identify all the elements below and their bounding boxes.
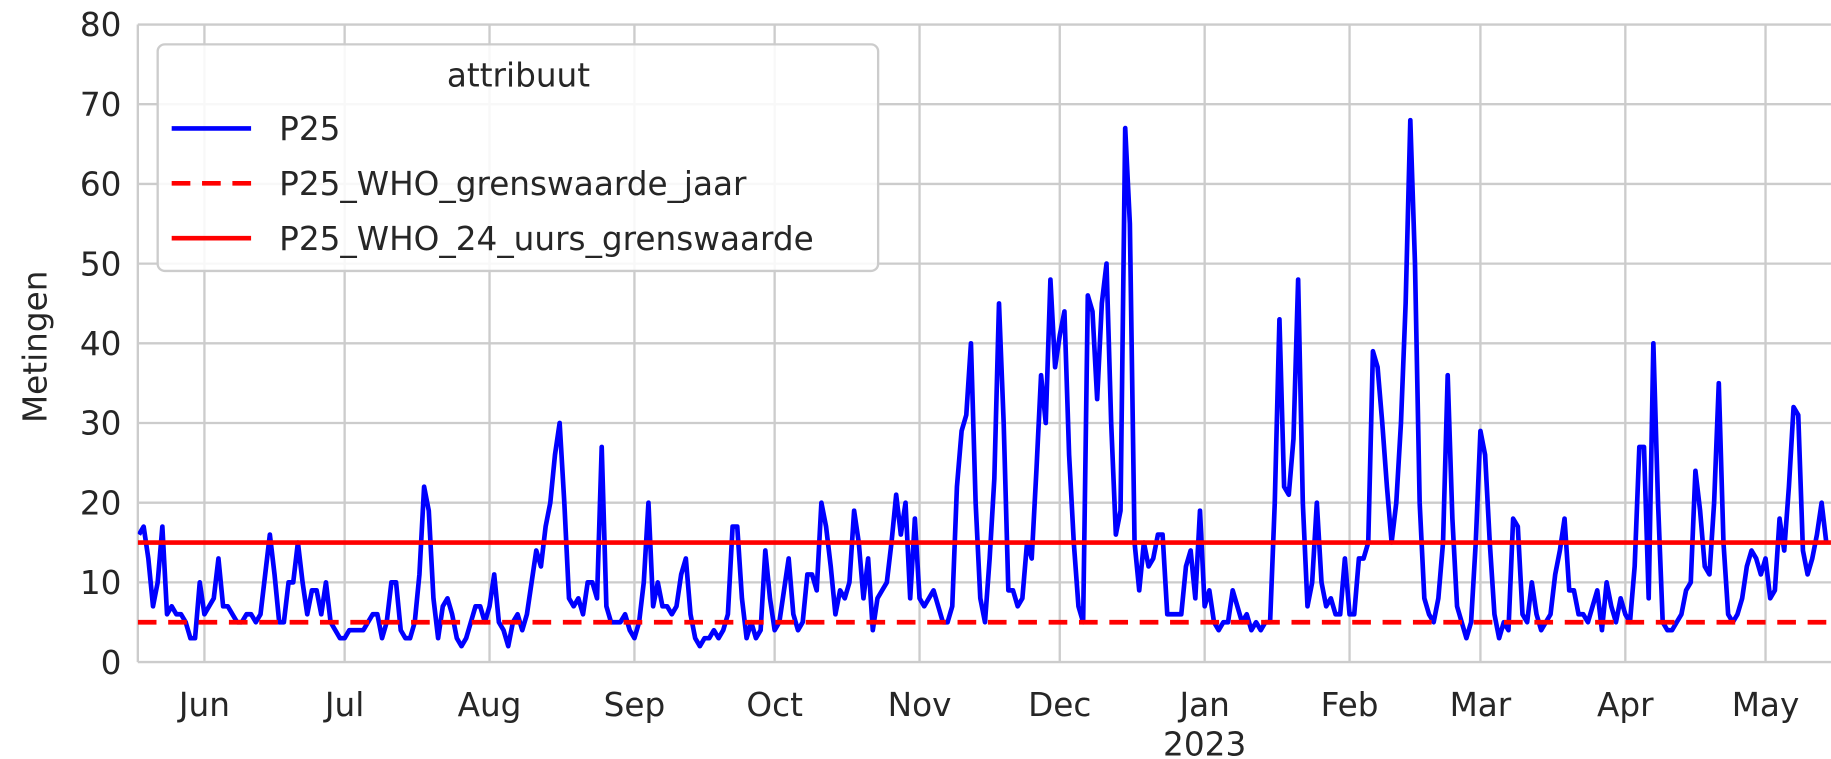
x-tick-label: Dec <box>1028 686 1091 724</box>
legend-label: P25_WHO_grenswaarde_jaar <box>279 165 747 203</box>
x-tick-label: Jun <box>177 686 230 724</box>
x-tick-sublabel: 2023 <box>1163 725 1246 759</box>
legend-title: attribuut <box>447 56 590 94</box>
x-tick-label: May <box>1732 686 1800 724</box>
x-tick-label: Sep <box>604 686 666 724</box>
x-tick-label: Mar <box>1450 686 1512 724</box>
y-tick-label: 80 <box>80 6 122 44</box>
x-tick-label: Jul <box>323 686 364 724</box>
x-tick-label: Feb <box>1321 686 1379 724</box>
y-tick-label: 20 <box>80 484 122 522</box>
y-tick-label: 0 <box>101 644 122 682</box>
y-axis-label: Metingen <box>17 271 55 424</box>
y-tick-label: 40 <box>80 325 122 363</box>
y-tick-label: 60 <box>80 166 122 204</box>
legend-label: P25_WHO_24_uurs_grenswaarde <box>279 220 814 258</box>
x-tick-label: Jan <box>1177 686 1229 724</box>
y-tick-label: 70 <box>80 86 122 124</box>
legend-box <box>156 43 880 273</box>
plot-area <box>137 117 1831 649</box>
y-tick-label: 10 <box>80 564 122 602</box>
y-tick-label: 50 <box>80 245 122 283</box>
legend-label: P25 <box>279 110 340 148</box>
y-tick-label: 30 <box>80 405 122 443</box>
x-tick-label: Apr <box>1597 686 1654 724</box>
x-tick-label: Nov <box>888 686 952 724</box>
x-tick-label: Aug <box>458 686 522 724</box>
x-tick-label: Oct <box>746 686 803 724</box>
